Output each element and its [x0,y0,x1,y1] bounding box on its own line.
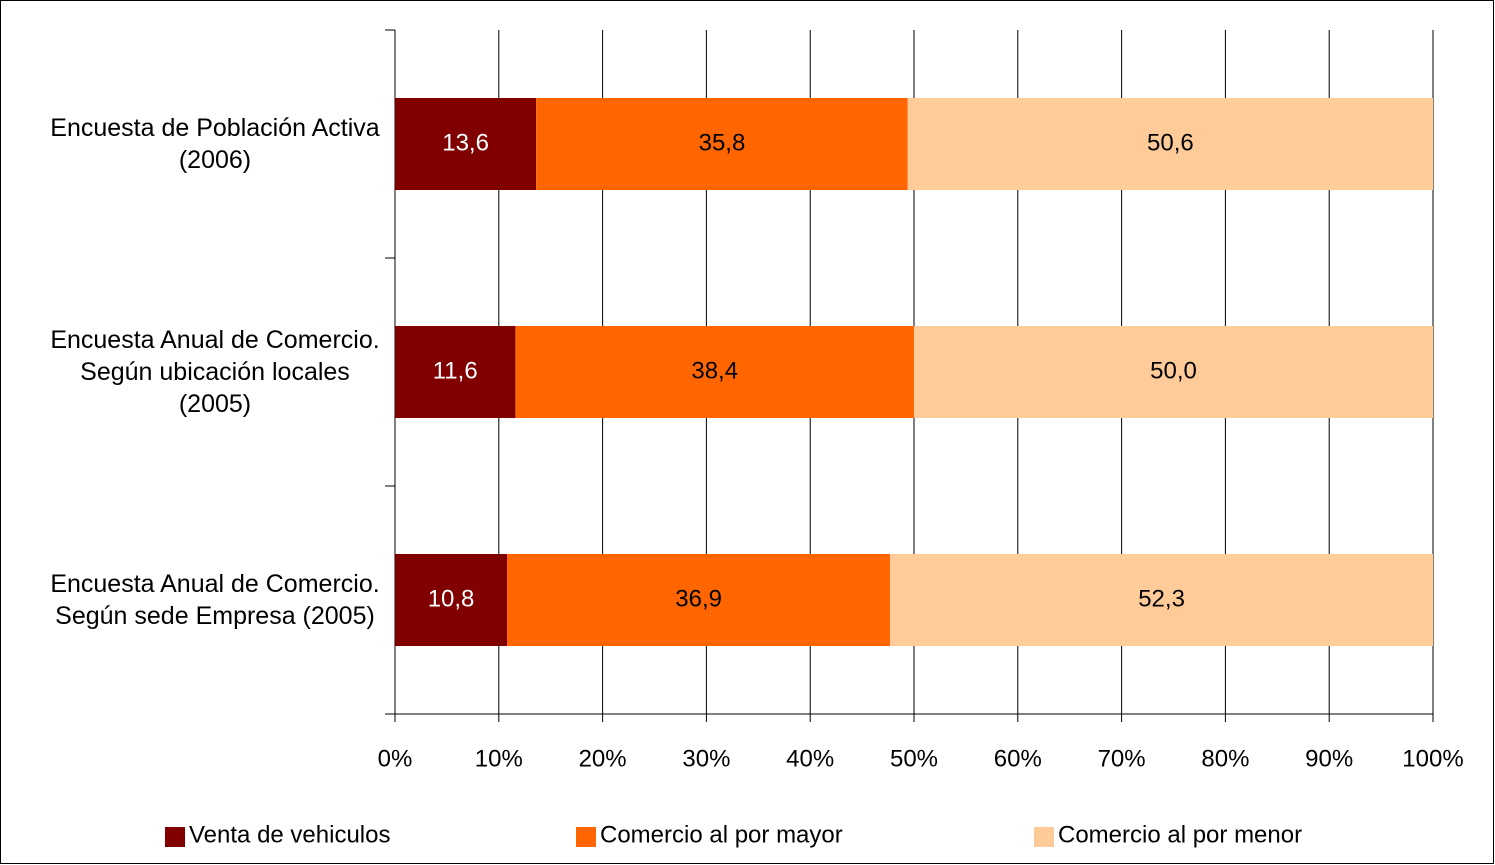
x-tick-label: 100% [1402,745,1463,772]
data-label: 50,0 [1150,357,1197,384]
data-label: 10,8 [428,585,475,612]
y-tick-label: Encuesta Anual de Comercio. Según ubicac… [50,326,380,418]
y-tick-label: Encuesta Anual de Comercio. Según sede E… [50,570,380,630]
x-tick-label: 40% [786,745,834,772]
data-label: 52,3 [1138,585,1185,612]
data-label: 50,6 [1147,129,1194,156]
x-tick-label: 20% [579,745,627,772]
x-tick-label: 60% [994,745,1042,772]
legend-label: Comercio al por menor [1058,821,1302,848]
x-tick-label: 80% [1201,745,1249,772]
x-tick-label: 0% [378,745,413,772]
legend-label: Comercio al por mayor [600,821,843,848]
bar-segment [536,98,908,190]
x-tick-label: 30% [682,745,730,772]
x-tick-label: 10% [475,745,523,772]
bar-segment [507,554,891,646]
bar-segment [890,554,1433,646]
data-label: 38,4 [691,357,738,384]
x-tick-label: 50% [890,745,938,772]
bar-segment [515,326,914,418]
bar-segment [395,326,516,418]
legend-swatch [1034,827,1054,847]
data-label: 35,8 [699,129,746,156]
bar-segment [914,326,1433,418]
x-tick-label: 70% [1098,745,1146,772]
data-label: 11,6 [433,357,478,384]
data-label: 13,6 [442,129,489,156]
bar-segment [395,98,537,190]
x-tick-label: 90% [1305,745,1353,772]
data-label: 36,9 [675,585,722,612]
y-tick-label: Encuesta de Población Activa (2006) [50,114,380,174]
bar-segment [907,98,1433,190]
legend-swatch [576,827,596,847]
legend-label: Venta de vehiculos [189,821,390,848]
legend-swatch [165,827,185,847]
bar-segment [395,554,508,646]
